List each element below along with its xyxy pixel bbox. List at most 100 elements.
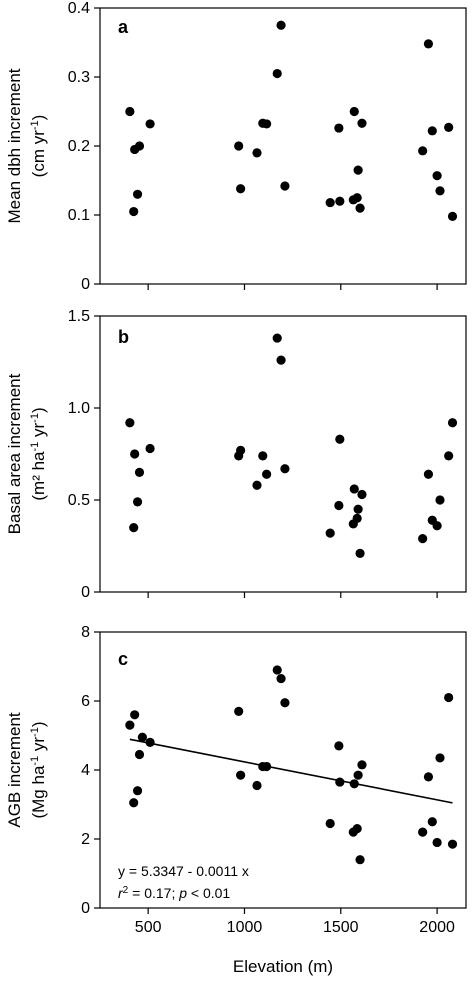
panel-b-data-point [335,434,345,444]
panel-a-data-point [444,122,454,132]
panel-c-data-point [276,673,286,684]
panel-a-x-ticks [147,284,438,290]
panel-b-data-point [262,469,272,479]
panel-b-data-point [130,449,140,459]
panel-b-data-point [444,451,454,461]
panel-c-data-point [129,798,139,808]
panel-a-data-point [335,196,345,206]
panel-c-y-tick-label: 4 [81,762,90,779]
panel-b-data-point [418,534,428,544]
panel-c-data-point [335,777,345,787]
panel-a-data-point [262,119,272,129]
panel-a-y-ticks: 0 0.1 0.2 0.3 0.4 [68,0,100,293]
panel-a-data-point [435,186,445,196]
panel-b-data-point [334,500,344,511]
panel-b-data-point [357,489,367,500]
panel-c-data-point [418,827,428,837]
panel-b-data-point [435,495,445,505]
panel-b-data-point [125,418,135,428]
panel-a-data-point [447,211,458,221]
panel-c-regression-line [129,738,453,804]
panel-b-data-point [276,355,286,365]
panel-a-data-point [125,106,135,117]
panel-b: b 0 0.5 1.0 1.5 Basal area increment (m² ha… [5,308,467,601]
panel-c-data-point [355,855,365,865]
panel-c-data-point [435,753,445,763]
panel-a-data-point [349,106,359,117]
panel-a-data-point [432,171,442,181]
panel-b-data-point [252,480,262,490]
panel-c-x-tick-label: 500 [135,919,162,936]
panel-a-data-point [280,181,290,191]
panel-b-data-point [353,504,363,514]
panel-a-data-point [334,123,344,133]
panel-a-y-tick-label: 0.2 [68,138,90,155]
panel-c-data-point [272,665,282,675]
panel-c-y-tick-label: 2 [81,831,90,848]
panel-c-data-point [236,770,246,780]
panel-a-data-point [236,184,246,194]
panel-c-y-axis-units: (Mg ha-1 yr-1) [29,721,48,818]
panel-c-data-point [357,760,367,770]
panel-b-data-point [272,333,282,343]
panel-c-y-axis-title: AGB increment [5,712,24,828]
panel-b-data-point [258,451,268,461]
panel-b-data-point [132,497,143,507]
panel-b-y-tick-label: 1.0 [68,400,90,417]
panel-a-data-point [252,148,262,158]
panel-c-data-point [352,824,362,834]
panel-c-data-point [423,772,434,782]
panel-c-data-point [427,817,437,827]
panel-b-y-tick-label: 0.5 [68,492,90,509]
panel-b-y-axis-units: (m² ha-1 yr-1) [29,407,48,500]
x-axis-title: Elevation (m) [233,957,333,976]
panel-b-data-point [423,469,434,479]
panel-a-data-point [357,118,367,128]
panel-a-data-point [134,141,145,151]
panel-b-x-ticks [147,592,438,598]
panel-c-fit-stats: r2 = 0.17; p < 0.01 [118,885,230,901]
panel-b-y-ticks: 0 0.5 1.0 1.5 [68,308,100,601]
panel-c-x-tick-label: 1500 [323,919,359,936]
panel-c-y-tick-label: 0 [81,900,90,917]
panel-b-data-point [352,513,362,524]
panel-c-data-point [234,706,244,716]
panel-c-data-point [262,761,272,772]
panel-a-y-axis-title: Mean dbh increment [5,68,24,223]
panel-b-frame [99,315,467,593]
panel-a-data-point [145,119,155,129]
panel-a-data-point [272,68,282,79]
panel-a-data-point [132,189,143,199]
panel-c-data-point [132,786,143,796]
panel-c-data-point [145,737,155,748]
panel-c-data-point [280,698,290,708]
panel-c-x-ticks: 500 1000 1500 2000 [135,908,455,936]
panel-a-label: a [118,17,129,37]
panel-c-x-tick-label: 1000 [227,919,263,936]
panel-b-data-point [145,443,155,454]
panel-b-data-point [236,445,246,455]
panel-c-data-point [334,741,344,751]
panel-a-y-axis-units: (cm yr-1) [29,115,48,178]
panel-a-data-point [353,165,363,175]
panel-c-x-tick-label: 2000 [419,919,455,936]
panel-a-data-point [352,193,362,203]
panel-c-data-point [444,692,454,703]
panel-a: a 0 0.1 0.2 0.3 0.4 Mean dbh increment (cm y… [5,0,467,293]
panel-a-data-point [129,206,139,217]
panel-c-label: c [118,649,128,669]
panel-a-data-point [276,20,286,30]
panel-b-data-point [447,418,458,428]
panel-b-label: b [118,327,129,347]
panel-b-data-point [129,523,139,533]
panel-a-data-point [423,39,434,49]
panel-c-y-tick-label: 6 [81,693,90,710]
panel-b-points [125,333,458,558]
panel-c: c 0 2 4 6 8 500 1000 1500 2000 y = 5.3347 - 0.0… [5,624,467,976]
panel-c-data-point [134,749,145,760]
panel-a-points [125,20,458,221]
panel-c-data-point [137,732,147,742]
panel-b-data-point [325,528,335,538]
panel-b-y-tick-label: 1.5 [68,308,90,325]
panel-c-data-point [432,837,442,848]
